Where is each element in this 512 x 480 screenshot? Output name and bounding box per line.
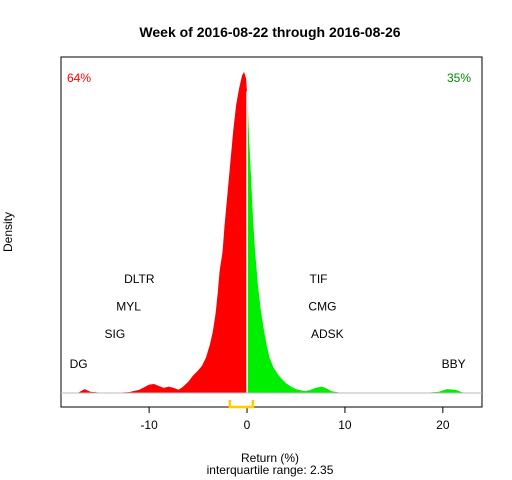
iqr-bracket [228,400,255,409]
ticker-label: TIF [309,272,327,286]
x-axis-label: Return (%) [241,451,299,465]
chart-title: Week of 2016-08-22 through 2016-08-26 [139,24,400,40]
x-tick-label: 0 [244,418,251,432]
iqr-subtitle: interquartile range: 2.35 [207,463,334,477]
ticker-label: MYL [116,300,141,314]
ticker-label: BBY [442,357,466,371]
plot-box [60,56,483,408]
y-axis-label: Density [1,212,15,252]
positive-return-area [247,91,482,393]
ticker-label: CMG [308,300,336,314]
ticker-label: ADSK [311,327,344,341]
negative-share-label: 64% [67,71,91,85]
x-axis: -10 0 10 20 [140,400,450,432]
x-tick-label: -10 [140,418,158,432]
negative-return-area [61,72,248,393]
ticker-label: DLTR [124,272,155,286]
x-tick-label: 10 [338,418,352,432]
ticker-label: DG [70,357,88,371]
density-area-group [61,72,482,393]
annotation-labels: DG SIG MYL DLTR TIF CMG ADSK BBY [70,272,466,371]
positive-share-label: 35% [447,71,471,85]
x-tick-label: 20 [436,418,450,432]
ticker-label: SIG [105,327,126,341]
